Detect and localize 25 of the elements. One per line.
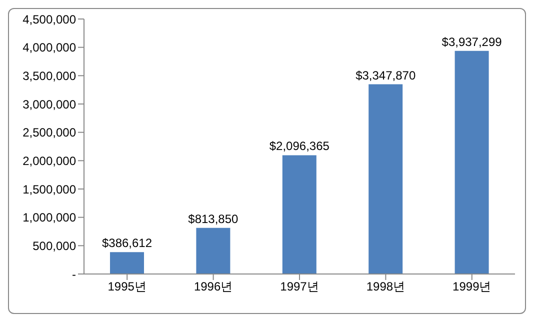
x-tick-label: 1998년 — [366, 280, 406, 294]
x-tick-label: 1997년 — [280, 280, 319, 294]
data-label: $3,937,299 — [442, 34, 502, 49]
data-label: $2,096,365 — [269, 139, 330, 154]
x-tick-label: 1995년 — [108, 280, 146, 294]
x-tick-label: 1999년 — [452, 280, 492, 294]
data-label: $386,612 — [102, 236, 152, 250]
bar — [196, 228, 230, 274]
y-tick-label: 500,000 — [32, 238, 76, 253]
data-label: $3,347,870 — [356, 68, 416, 82]
y-tick-label: - — [72, 267, 76, 282]
y-tick-label: 3,500,000 — [22, 68, 76, 83]
data-label: $813,850 — [188, 212, 239, 226]
bar — [368, 84, 403, 274]
y-tick-label: 2,500,000 — [22, 126, 76, 140]
y-tick-label: 4,000,000 — [22, 40, 76, 55]
x-tick-label: 1996년 — [194, 280, 233, 294]
bar — [110, 252, 144, 274]
y-tick-label: 1,500,000 — [22, 182, 76, 196]
bar — [282, 155, 316, 274]
y-tick-label: 3,000,000 — [22, 97, 76, 112]
y-tick-label: 4,500,000 — [22, 12, 76, 26]
y-tick-label: 1,000,000 — [22, 210, 76, 225]
y-tick-label: 2,000,000 — [22, 154, 76, 168]
bar — [454, 50, 489, 274]
